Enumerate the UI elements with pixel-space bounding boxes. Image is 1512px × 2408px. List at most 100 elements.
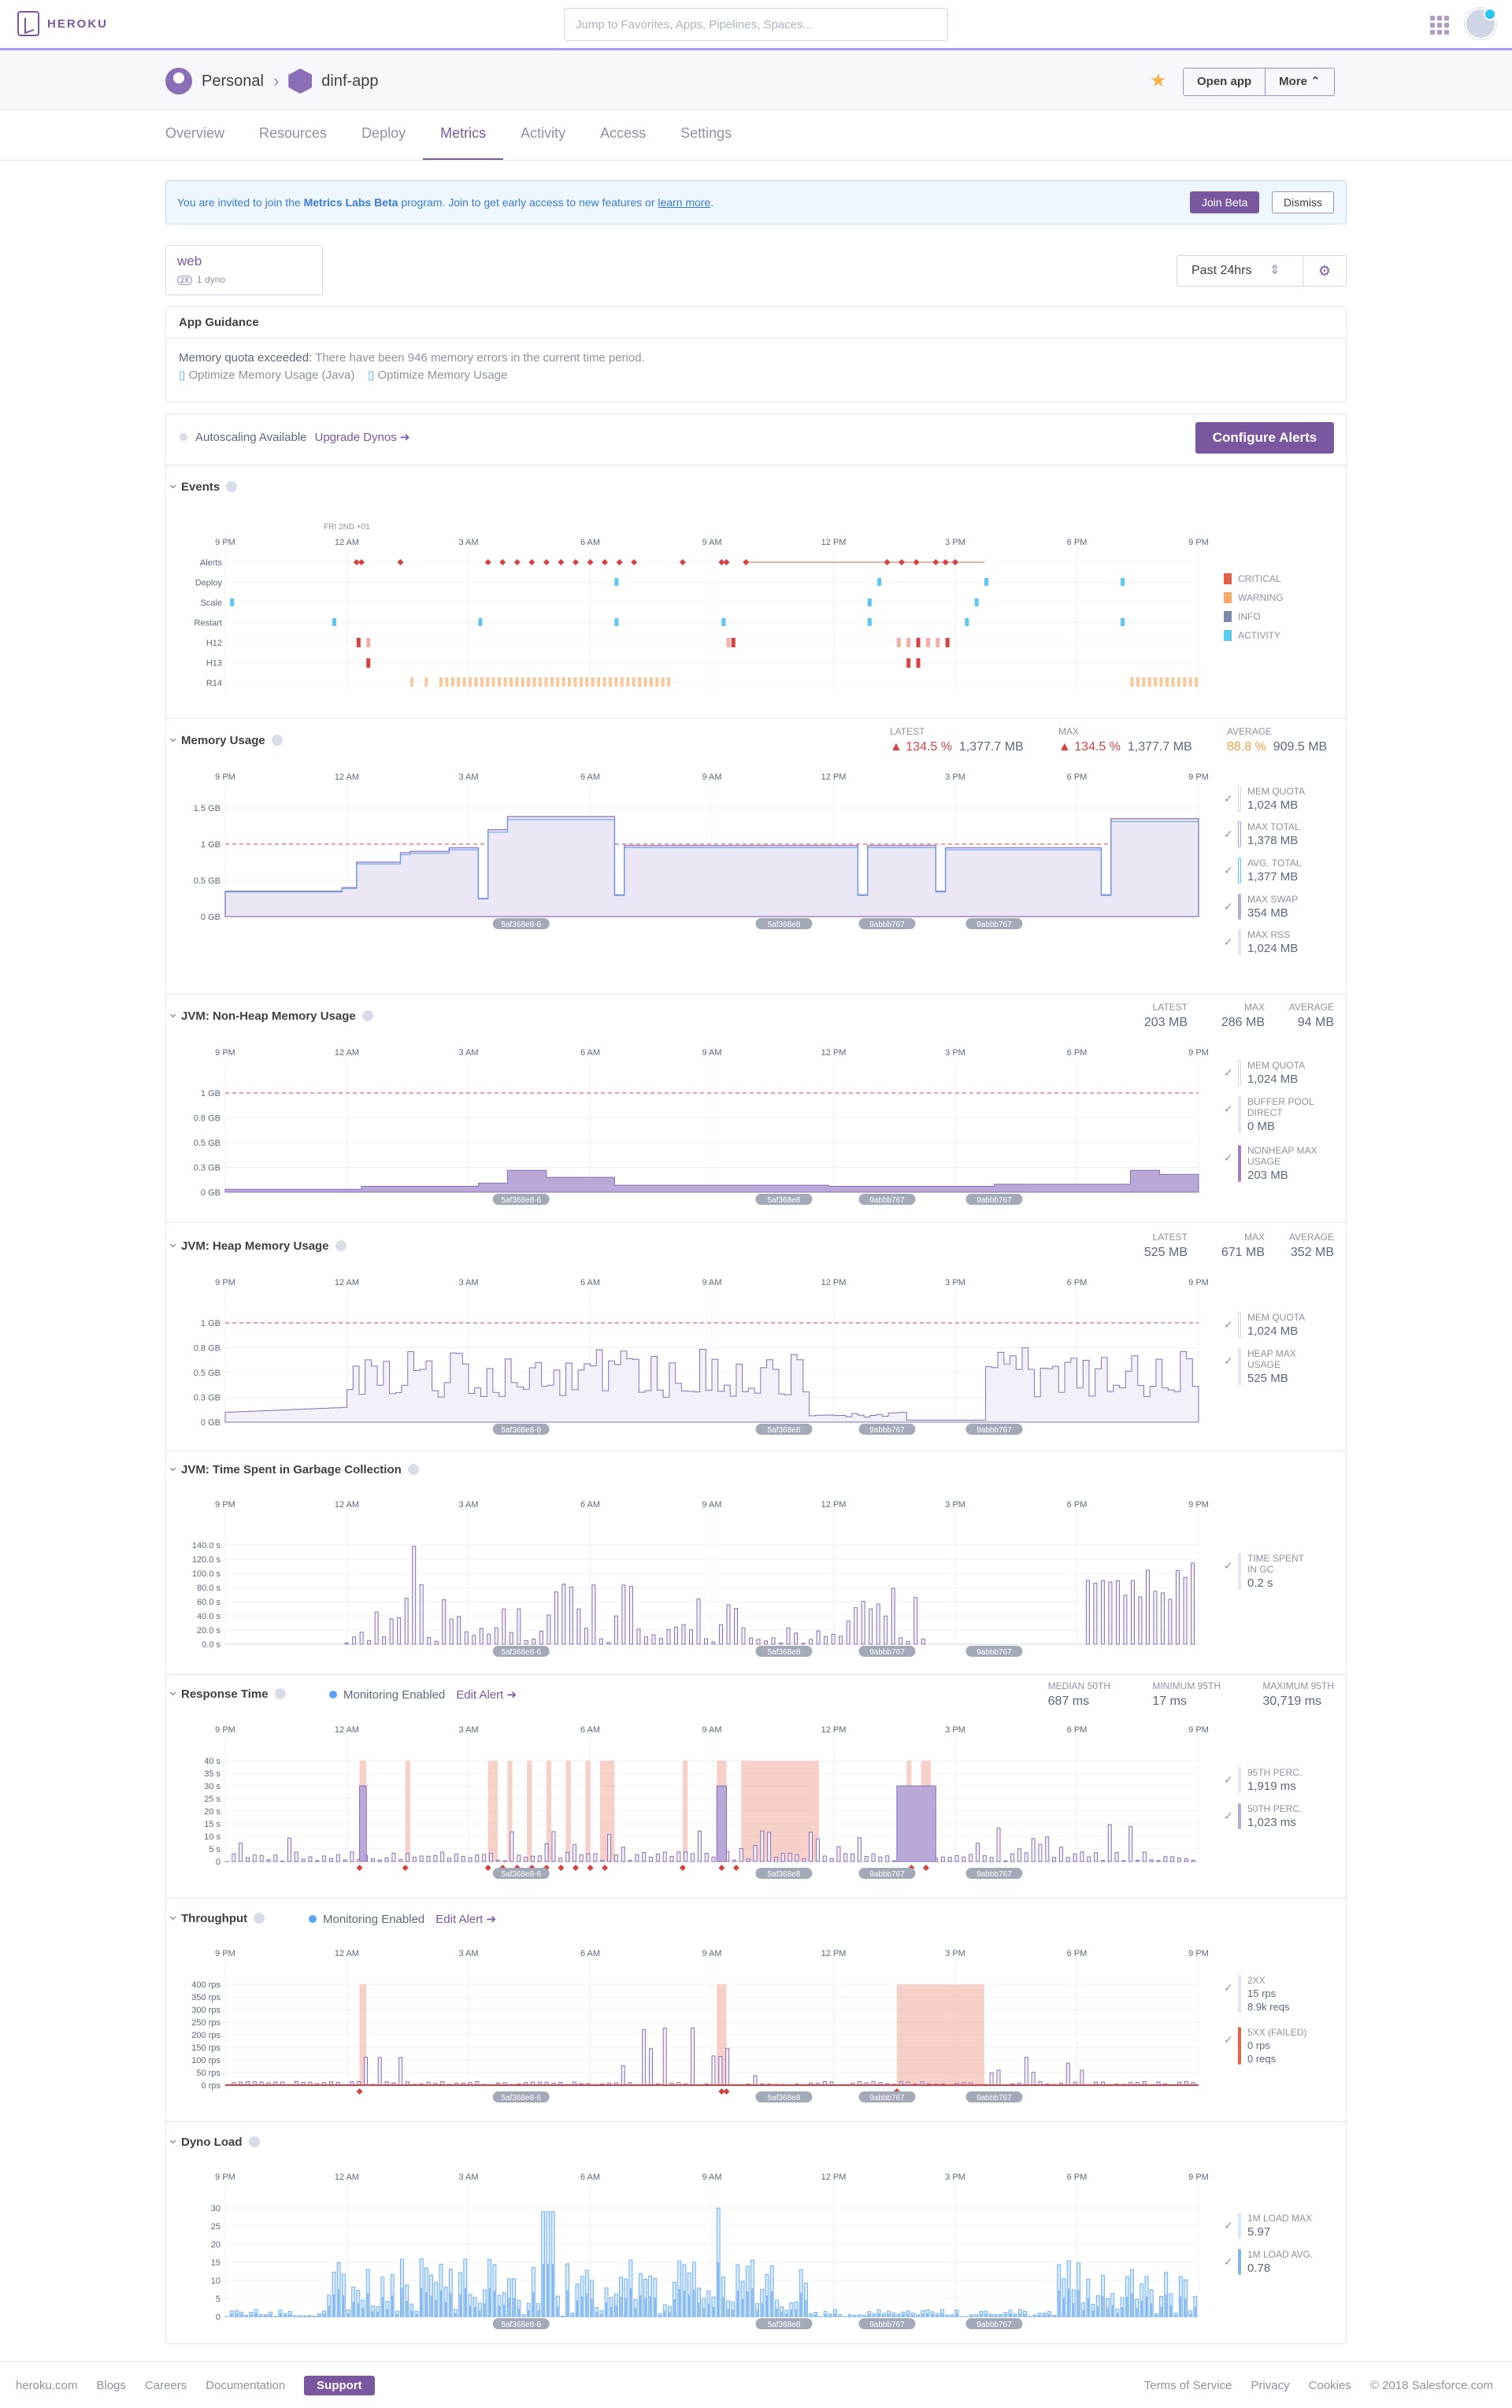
legend-nonheap-max[interactable]: ✓ NONHEAP MAX USAGE 203 MB bbox=[1224, 1145, 1317, 1182]
footer-link-privacy[interactable]: Privacy bbox=[1251, 2379, 1290, 2392]
gc-title[interactable]: JVM: Time Spent in Garbage Collection bbox=[167, 1458, 419, 1476]
optimize-memory-link[interactable]: Optimize Memory Usage bbox=[377, 369, 508, 382]
load-avg-bar bbox=[1068, 2288, 1070, 2317]
legend-mem-quota[interactable]: ✓ MEM QUOTA 1,024 MB bbox=[1224, 1060, 1306, 1086]
dynoload-title[interactable]: Dyno Load bbox=[167, 2131, 260, 2149]
info-icon[interactable] bbox=[407, 1464, 419, 1475]
r14-marker bbox=[503, 677, 507, 687]
throughput-title[interactable]: Throughput bbox=[167, 1907, 265, 1925]
legend-mem-quota[interactable]: ✓ MEM QUOTA 1,024 MB bbox=[1224, 786, 1306, 812]
response-bar bbox=[315, 1860, 320, 1862]
time-range-select[interactable]: Past 24hrs ⇕ bbox=[1177, 256, 1303, 286]
configure-alerts-button[interactable]: Configure Alerts bbox=[1195, 422, 1334, 454]
load-avg-bar bbox=[552, 2264, 554, 2317]
info-icon[interactable] bbox=[335, 1240, 346, 1251]
load-avg-bar bbox=[586, 2293, 588, 2317]
footer-link-careers[interactable]: Careers bbox=[144, 2379, 187, 2392]
tab-access[interactable]: Access bbox=[600, 125, 647, 141]
breadcrumb-owner[interactable]: Personal bbox=[202, 72, 264, 90]
load-avg-bar bbox=[980, 2314, 982, 2317]
legend-max-total[interactable]: ✓ MAX TOTAL 1,378 MB bbox=[1224, 821, 1300, 847]
time-range-selector: Past 24hrs ⇕ ⚙ bbox=[1177, 255, 1347, 287]
upgrade-dynos-link[interactable]: Upgrade Dynos ➔ bbox=[314, 431, 410, 444]
open-app-button[interactable]: Open app bbox=[1197, 75, 1252, 88]
favorite-star-icon[interactable]: ★ bbox=[1150, 70, 1167, 91]
y-tick-label: 0 bbox=[216, 2313, 220, 2322]
footer-link-cookies[interactable]: Cookies bbox=[1308, 2379, 1351, 2392]
response-bar bbox=[308, 1856, 313, 1862]
legend-heap-max[interactable]: ✓ HEAP MAX USAGE 525 MB bbox=[1224, 1348, 1296, 1385]
info-icon[interactable] bbox=[271, 735, 283, 746]
legend-critical: CRITICAL bbox=[1224, 573, 1281, 584]
throughput-bar bbox=[753, 2075, 758, 2086]
legend-load-avg[interactable]: ✓ 1M LOAD AVG. 0.78 bbox=[1224, 2249, 1314, 2275]
legend-max-rss[interactable]: ✓ MAX RSS 1,024 MB bbox=[1224, 929, 1299, 955]
learn-more-link[interactable]: learn more bbox=[658, 196, 711, 209]
response-bar bbox=[676, 1851, 681, 1862]
legend-5xx[interactable]: ✓ 5XX (FAILED) 0 rps 0 reqs bbox=[1224, 2027, 1307, 2065]
tab-deploy[interactable]: Deploy bbox=[361, 125, 406, 141]
load-avg-bar bbox=[693, 2289, 695, 2317]
info-icon[interactable] bbox=[254, 1913, 265, 1924]
legend-mem-quota[interactable]: ✓ MEM QUOTA 1,024 MB bbox=[1224, 1312, 1306, 1338]
edit-alert-link[interactable]: Edit Alert ➔ bbox=[456, 1688, 517, 1702]
legend-95th[interactable]: ✓ 95TH PERC. 1,919 ms bbox=[1224, 1767, 1303, 1793]
tab-settings[interactable]: Settings bbox=[680, 125, 732, 141]
heap-title[interactable]: JVM: Heap Memory Usage bbox=[167, 1235, 346, 1253]
tab-resources[interactable]: Resources bbox=[259, 125, 328, 141]
tab-overview[interactable]: Overview bbox=[165, 125, 225, 141]
release-label: 5af368e8 bbox=[768, 1196, 801, 1205]
tab-metrics[interactable]: Metrics bbox=[423, 110, 504, 161]
tab-activity[interactable]: Activity bbox=[521, 125, 566, 141]
heap-average-stat: AVERAGE 352 MB bbox=[1288, 1232, 1334, 1259]
x-tick-label: 9 PM bbox=[1188, 1278, 1209, 1287]
response-title[interactable]: Response Time bbox=[167, 1683, 286, 1701]
events-title[interactable]: Events bbox=[167, 476, 238, 494]
apps-grid-icon[interactable] bbox=[1430, 16, 1449, 35]
dyno-selector[interactable]: web 2X 1 dyno bbox=[165, 245, 323, 295]
load-avg-bar bbox=[747, 2291, 749, 2317]
support-button[interactable]: Support bbox=[304, 2376, 375, 2395]
event-row-label: R14 bbox=[206, 679, 222, 688]
breadcrumb-app[interactable]: dinf-app bbox=[321, 72, 379, 90]
events-chart[interactable]: 9 PM 12 AM 3 AM 6 AM 9 AM 12 PM 3 PM 6 PM 9 PM FR… bbox=[173, 512, 1221, 701]
load-avg-bar bbox=[469, 2305, 471, 2317]
avatar[interactable] bbox=[1465, 8, 1496, 39]
join-beta-button[interactable]: Join Beta bbox=[1190, 191, 1260, 213]
optimize-java-link[interactable]: Optimize Memory Usage (Java) bbox=[188, 369, 355, 382]
legend-max-swap[interactable]: ✓ MAX SWAP 354 MB bbox=[1224, 894, 1299, 920]
legend-2xx[interactable]: ✓ 2XX 15 rps 8.9k reqs bbox=[1224, 1975, 1290, 2013]
footer-link-blogs[interactable]: Blogs bbox=[96, 2379, 126, 2392]
footer-link-heroku[interactable]: heroku.com bbox=[16, 2379, 78, 2392]
nonheap-title[interactable]: JVM: Non-Heap Memory Usage bbox=[167, 1005, 373, 1023]
footer-link-documentation[interactable]: Documentation bbox=[206, 2379, 286, 2392]
gear-icon[interactable]: ⚙ bbox=[1317, 263, 1332, 279]
dismiss-button[interactable]: Dismiss bbox=[1272, 191, 1334, 213]
info-icon[interactable] bbox=[248, 2136, 260, 2147]
legend-load-max[interactable]: ✓ 1M LOAD MAX 5.97 bbox=[1224, 2213, 1313, 2239]
legend-gc-time[interactable]: ✓ TIME SPENT IN GC 0.2 s bbox=[1224, 1553, 1304, 1590]
edit-alert-link[interactable]: Edit Alert ➔ bbox=[435, 1913, 497, 1926]
info-icon[interactable] bbox=[274, 1688, 286, 1699]
search-input[interactable]: Jump to Favorites, Apps, Pipelines, Spac… bbox=[564, 8, 948, 41]
info-icon[interactable] bbox=[226, 481, 238, 492]
more-button[interactable]: More ⌃ bbox=[1265, 69, 1334, 95]
info-icon[interactable] bbox=[361, 1010, 373, 1021]
response-bar bbox=[1156, 1860, 1161, 1862]
legend-50th[interactable]: ✓ 50TH PERC. 1,023 ms bbox=[1224, 1803, 1303, 1829]
release-badge bbox=[492, 1868, 550, 1879]
memory-title[interactable]: Memory Usage bbox=[167, 729, 283, 747]
legend-avg-total[interactable]: ✓ AVG. TOTAL 1,377 MB bbox=[1224, 858, 1302, 884]
footer-link-terms[interactable]: Terms of Service bbox=[1143, 2379, 1232, 2392]
heroku-logo[interactable]: HEROKU bbox=[17, 11, 108, 36]
legend-buffer-pool[interactable]: ✓ BUFFER POOL DIRECT 0 MB bbox=[1224, 1096, 1314, 1133]
response-bar bbox=[704, 1852, 709, 1862]
gc-bar bbox=[906, 1641, 910, 1645]
